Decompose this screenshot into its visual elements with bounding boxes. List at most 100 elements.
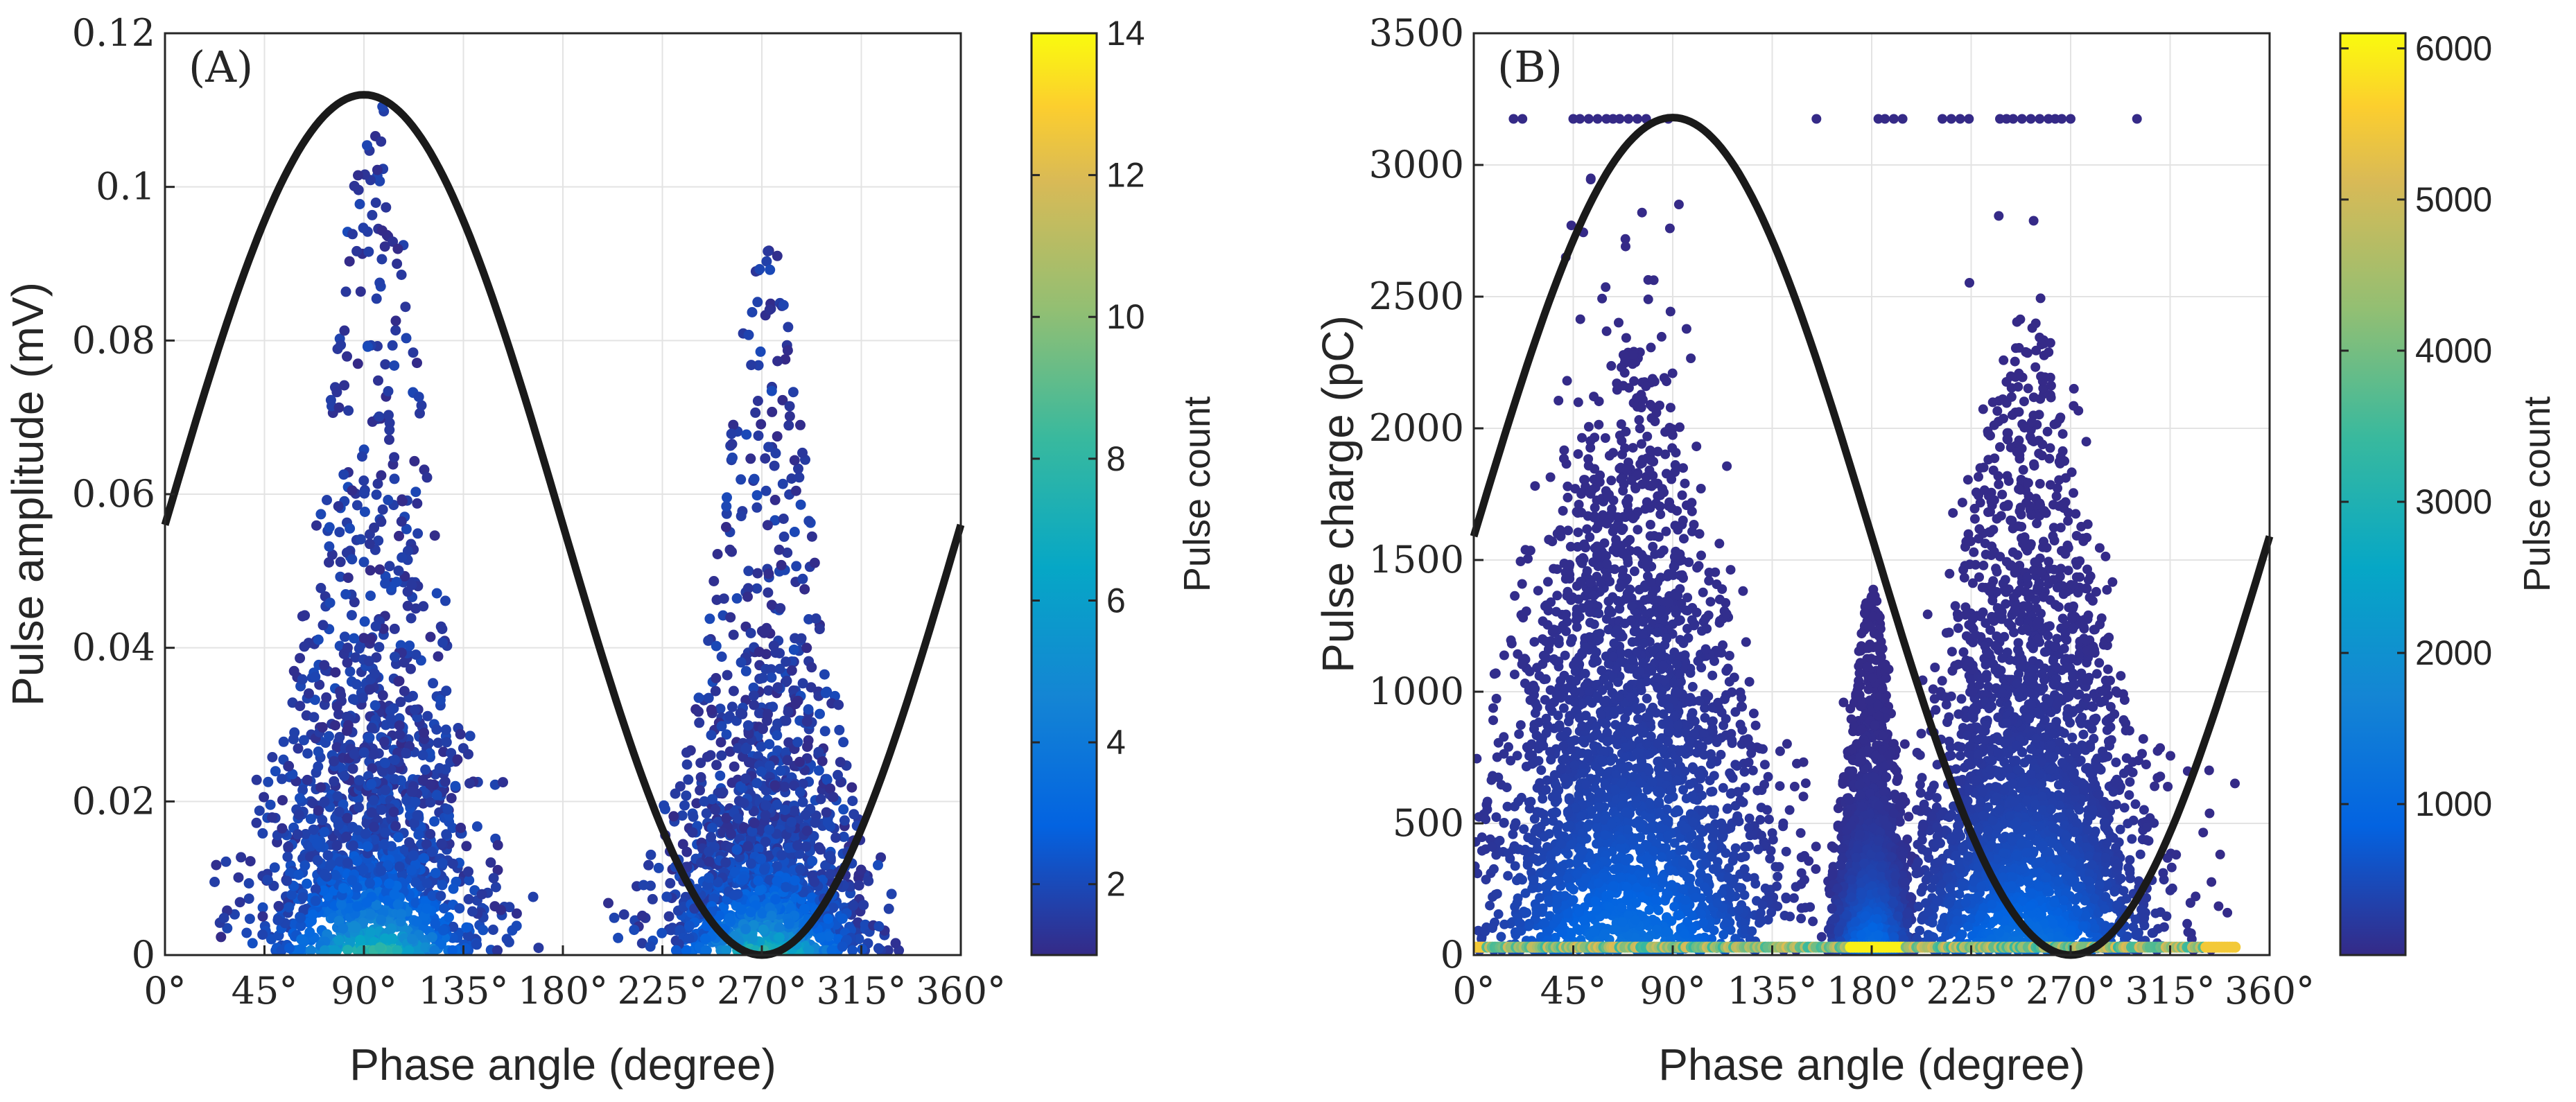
data-point: [803, 704, 814, 715]
data-point: [347, 763, 358, 774]
data-point: [772, 875, 783, 886]
data-point: [364, 539, 375, 550]
data-point: [684, 933, 695, 944]
data-point: [810, 817, 821, 828]
data-point: [376, 516, 387, 527]
data-point: [383, 386, 394, 396]
data-point: [1618, 381, 1628, 391]
data-point: [1694, 529, 1705, 539]
data-point: [389, 473, 400, 484]
data-point: [863, 875, 874, 886]
data-point: [367, 209, 378, 220]
data-point: [707, 794, 717, 805]
data-point: [272, 915, 284, 926]
data-point: [745, 453, 756, 464]
data-point: [338, 923, 349, 934]
panel-b: 0° 45° 90° 135° 180° 225° 270° 315° 360°05001000…: [1313, 11, 2315, 1090]
data-point: [1800, 778, 1811, 789]
data-point: [496, 904, 506, 916]
data-point: [751, 490, 763, 501]
data-point: [1778, 821, 1789, 832]
data-point: [1541, 713, 1551, 724]
data-point: [1515, 557, 1526, 566]
data-point: [1739, 890, 1750, 900]
data-point: [694, 717, 705, 728]
data-point: [1554, 396, 1564, 405]
data-point: [267, 812, 277, 823]
data-point: [724, 913, 735, 924]
data-point: [354, 775, 365, 786]
data-point: [455, 728, 466, 740]
data-point: [359, 507, 370, 517]
data-point: [747, 933, 758, 944]
data-point: [313, 805, 324, 816]
data-point: [721, 501, 732, 512]
data-point: [376, 866, 387, 876]
data-point: [411, 916, 422, 927]
data-point: [1655, 509, 1666, 520]
data-point: [659, 800, 670, 811]
data-point: [402, 545, 413, 557]
data-point: [1723, 663, 1733, 674]
data-point: [343, 405, 354, 416]
data-point: [259, 791, 270, 803]
data-point: [751, 583, 763, 594]
data-point: [390, 754, 400, 765]
data-point: [1509, 801, 1520, 812]
data-point: [392, 259, 403, 270]
data-point: [1684, 557, 1694, 568]
data-point: [277, 795, 288, 806]
data-point: [839, 815, 850, 826]
data-point: [380, 758, 391, 769]
data-point: [314, 679, 325, 690]
data-point: [691, 798, 702, 809]
data-point: [383, 494, 394, 505]
data-point: [416, 400, 427, 411]
data-point: [1773, 901, 1783, 911]
data-point: [860, 919, 871, 930]
data-point: [441, 829, 452, 840]
data-point: [313, 746, 324, 757]
data-point: [1746, 748, 1757, 758]
data-point: [404, 640, 415, 651]
data-point: [765, 902, 775, 913]
data-point: [1621, 497, 1632, 507]
data-point: [1670, 460, 1680, 470]
data-point: [444, 912, 454, 922]
data-point: [613, 932, 624, 943]
data-point: [830, 832, 842, 843]
data-point: [762, 520, 773, 531]
data-point: [688, 811, 699, 822]
data-point: [305, 814, 316, 825]
data-point: [1721, 714, 1731, 724]
data-point: [1661, 526, 1671, 536]
data-point: [1741, 637, 1751, 647]
data-point: [1563, 717, 1574, 726]
data-point: [1491, 694, 1502, 703]
data-point: [710, 685, 721, 697]
data-point: [702, 751, 713, 762]
data-point: [425, 631, 436, 642]
data-point: [433, 651, 444, 662]
data-point: [1645, 445, 1655, 455]
data-point: [369, 700, 381, 711]
data-point: [273, 900, 284, 911]
data-point: [403, 945, 415, 955]
data-point: [245, 856, 256, 867]
data-point: [629, 925, 640, 936]
data-point: [1755, 814, 1766, 825]
data-point: [1614, 317, 1624, 328]
data-point: [1816, 932, 1827, 942]
data-point: [1565, 541, 1576, 552]
data-point: [298, 735, 309, 746]
data-point: [1620, 443, 1630, 453]
data-point: [1618, 721, 1628, 731]
data-point: [751, 502, 763, 513]
data-point: [1574, 500, 1584, 509]
data-point: [1764, 814, 1774, 825]
data-point: [287, 769, 298, 780]
data-point: [1662, 804, 1672, 814]
data-point: [312, 855, 323, 866]
data-point: [390, 821, 401, 832]
